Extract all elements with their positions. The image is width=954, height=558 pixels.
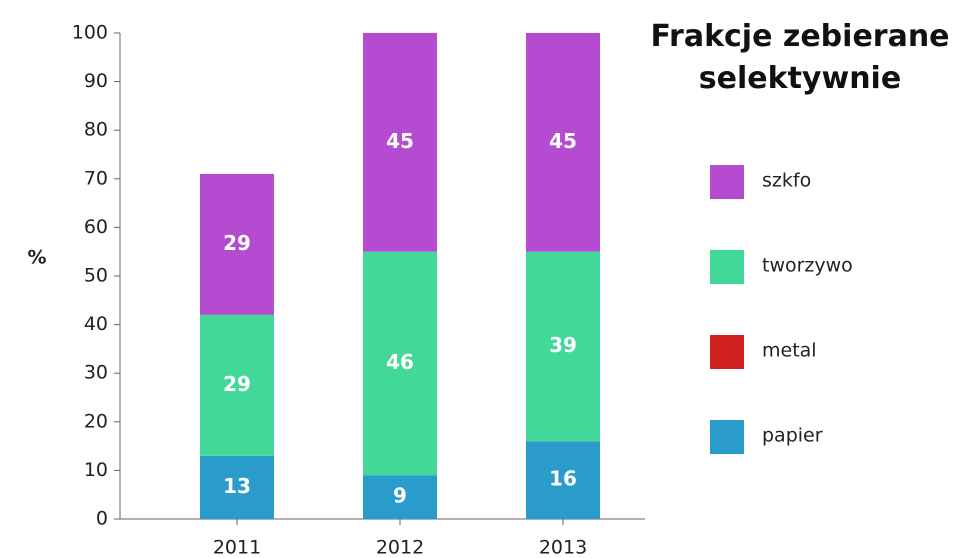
legend-label: papier [762, 425, 823, 447]
bar-segment [526, 33, 600, 252]
x-tick-label: 2013 [539, 537, 587, 558]
bar-segment [526, 251, 600, 442]
y-tick-label: 20 [84, 410, 108, 432]
y-axis-label: % [27, 247, 46, 269]
value-label: 13 [223, 474, 251, 498]
bar-segment [363, 33, 437, 252]
value-label: 45 [386, 129, 414, 153]
value-label: 16 [549, 467, 577, 491]
y-tick-label: 40 [84, 313, 108, 335]
value-label: 29 [223, 372, 251, 396]
legend-swatch [710, 420, 744, 454]
bar-segment [526, 441, 600, 519]
bar-segment [363, 475, 437, 519]
value-label: 9 [393, 484, 407, 508]
y-tick-label: 50 [84, 265, 108, 287]
legend-label: metal [762, 340, 817, 362]
legend-swatch [710, 250, 744, 284]
bar-segment [200, 455, 274, 519]
y-tick-label: 30 [84, 362, 108, 384]
bar-segment [200, 314, 274, 456]
y-tick-label: 100 [72, 22, 108, 44]
legend-swatch [710, 335, 744, 369]
bar-segment [200, 173, 274, 315]
y-tick-label: 90 [84, 70, 108, 92]
y-tick-label: 80 [84, 119, 108, 141]
legend-label: tworzywo [762, 255, 853, 277]
value-label: 46 [386, 350, 414, 374]
x-tick-label: 2012 [376, 537, 424, 558]
value-label: 39 [549, 333, 577, 357]
bar-segment [363, 251, 437, 476]
x-tick-label: 2011 [213, 537, 261, 558]
y-tick-label: 60 [84, 216, 108, 238]
chart-title: Frakcje zebierane selektywnie [650, 19, 950, 96]
legend-label: szkfo [762, 170, 811, 192]
y-tick-label: 70 [84, 167, 108, 189]
value-label: 45 [549, 129, 577, 153]
value-label: 29 [223, 231, 251, 255]
y-tick-label: 10 [84, 459, 108, 481]
y-tick-label: 0 [96, 508, 108, 530]
legend-swatch [710, 165, 744, 199]
